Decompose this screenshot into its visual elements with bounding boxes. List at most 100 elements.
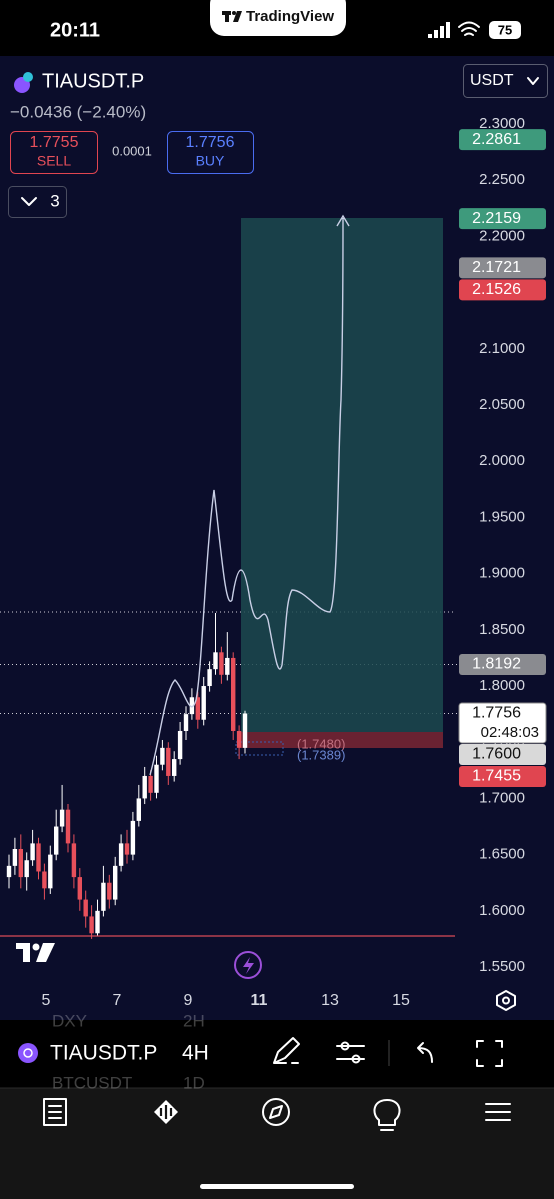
price-tag xyxy=(459,129,546,151)
candle-body xyxy=(195,697,200,720)
indicators-toggle-frame[interactable] xyxy=(8,186,67,218)
ghost-interval: 2H xyxy=(183,1011,205,1030)
tabbar-background xyxy=(0,1088,554,1199)
order-label: (1.7480) xyxy=(297,736,345,751)
indicators-count[interactable]: 3 xyxy=(50,191,59,210)
symbol-fade xyxy=(160,1036,170,1072)
y-tick-label: 1.8000 xyxy=(479,677,525,694)
buy-price[interactable]: 1.7756 xyxy=(186,134,235,151)
candle-body xyxy=(83,899,88,917)
toolbar: DXY 2H BTCUSDT 1D TIAUSDT.P 4H xyxy=(18,1011,503,1092)
price-change: −0.0436 (−2.40%) xyxy=(10,102,146,121)
candle-body xyxy=(30,843,35,861)
replay-button[interactable] xyxy=(234,951,262,979)
y-tick-label: 2.0500 xyxy=(479,396,525,413)
y-tick-label: 2.0000 xyxy=(479,452,525,469)
settings-icon-center[interactable] xyxy=(502,996,510,1005)
price-tag-label: 2.1526 xyxy=(472,281,521,298)
candle-body xyxy=(77,877,82,900)
price-tag-label: 2.2861 xyxy=(472,131,521,148)
candle-body xyxy=(101,882,106,911)
price-tag xyxy=(459,208,546,230)
buy-button[interactable]: 1.7756 BUY xyxy=(167,131,254,174)
candle-body xyxy=(225,657,230,675)
buy-button-frame[interactable] xyxy=(167,131,254,174)
price-tag xyxy=(459,257,546,279)
draw-icon[interactable] xyxy=(273,1037,300,1064)
candle-body xyxy=(24,860,29,878)
candle-body xyxy=(207,669,212,687)
price-tag-label: 1.8192 xyxy=(472,656,521,673)
symbol-icon[interactable] xyxy=(18,1043,38,1063)
explore-icon[interactable] xyxy=(262,1098,290,1126)
currency-label[interactable]: USDT xyxy=(470,72,514,89)
settings-icon[interactable] xyxy=(496,990,516,1011)
y-tick-label: 1.5500 xyxy=(479,958,525,975)
chevron-icon[interactable] xyxy=(21,197,37,206)
forecast-path xyxy=(149,214,350,776)
y-tick-label: 1.6500 xyxy=(479,846,525,863)
y-tick-label: 1.6000 xyxy=(479,902,525,919)
order-marker xyxy=(235,741,284,756)
tv-logo xyxy=(222,11,242,22)
candle-body xyxy=(213,652,218,670)
order-label: (1.7389) xyxy=(297,747,345,762)
loss-zone xyxy=(241,732,443,748)
candle-body xyxy=(113,865,118,900)
candle-body xyxy=(148,775,153,793)
chart-icon-bars[interactable] xyxy=(159,1105,173,1119)
symbol-icon-ring[interactable] xyxy=(23,1048,33,1058)
sell-price[interactable]: 1.7755 xyxy=(30,134,79,151)
explore-needle[interactable] xyxy=(269,1105,283,1119)
candle-body xyxy=(107,882,112,900)
position-tool xyxy=(235,218,443,756)
sell-button[interactable]: 1.7755 SELL xyxy=(10,131,98,174)
candle-body xyxy=(12,849,18,866)
sell-label[interactable]: SELL xyxy=(37,153,71,169)
indicator-knob[interactable] xyxy=(351,1054,361,1064)
buy-label[interactable]: BUY xyxy=(196,153,225,169)
indicators-toggle[interactable]: 3 xyxy=(8,186,67,218)
tv-watermark xyxy=(16,943,55,962)
candle-body xyxy=(124,843,130,855)
profit-zone xyxy=(241,218,443,732)
wifi-icon xyxy=(458,21,480,36)
price-tag-timer: 02:48:03 xyxy=(481,724,539,741)
undo-icon[interactable] xyxy=(417,1042,433,1063)
toolbar-symbol[interactable]: TIAUSDT.P xyxy=(50,1042,157,1065)
candle-body xyxy=(42,871,47,889)
x-tick-label: 5 xyxy=(42,992,51,1009)
candle-body xyxy=(6,865,12,878)
sell-button-frame[interactable] xyxy=(10,131,98,174)
candle-body xyxy=(36,843,41,872)
price-tag xyxy=(459,743,546,765)
ghost-interval: 1D xyxy=(183,1073,205,1092)
menu-icon[interactable] xyxy=(485,1103,511,1121)
candle-body xyxy=(142,775,147,799)
price-tag-label: 1.7600 xyxy=(472,746,521,763)
candle-body xyxy=(160,747,165,765)
candle-body xyxy=(189,697,195,715)
dropdown-icon[interactable] xyxy=(527,77,539,85)
watchlist-icon[interactable] xyxy=(43,1098,67,1126)
x-tick-label: 15 xyxy=(392,992,410,1009)
indicator-knob[interactable] xyxy=(340,1041,350,1051)
candle-body xyxy=(231,657,236,731)
currency-dropdown[interactable]: USDT xyxy=(463,64,548,98)
candle-body xyxy=(59,809,65,827)
currency-frame[interactable] xyxy=(463,64,548,98)
ideas-icon[interactable] xyxy=(373,1099,401,1131)
replay-icon[interactable] xyxy=(243,957,254,974)
fullscreen-icon[interactable] xyxy=(476,1040,503,1067)
y-tick-label: 2.1000 xyxy=(479,340,525,357)
price-tag xyxy=(459,653,546,675)
toolbar-interval[interactable]: 4H xyxy=(182,1042,209,1065)
ghost-symbol: BTCUSDT xyxy=(52,1073,132,1092)
candle-body xyxy=(219,652,224,675)
candle-body xyxy=(65,809,71,844)
status-time: 20:11 xyxy=(50,19,100,41)
candle-body xyxy=(172,759,177,776)
spread: 0.0001 xyxy=(112,143,152,158)
y-tick-label: 1.8500 xyxy=(479,621,525,638)
symbol-icon-badge xyxy=(23,72,33,82)
